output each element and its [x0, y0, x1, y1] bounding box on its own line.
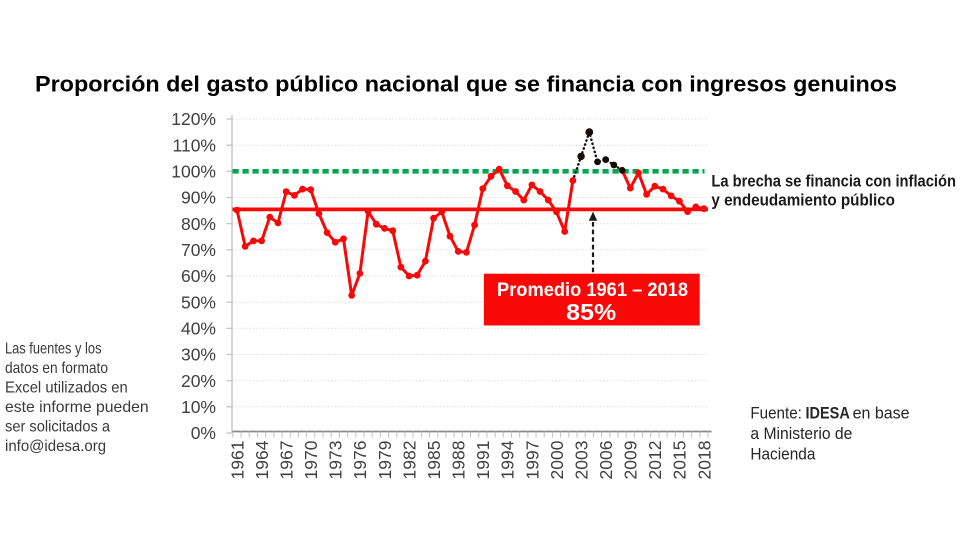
svg-text:120%: 120%: [171, 109, 216, 129]
svg-text:1994: 1994: [498, 440, 518, 479]
svg-text:1970: 1970: [301, 440, 321, 479]
svg-text:1979: 1979: [375, 441, 395, 480]
svg-text:2018: 2018: [694, 441, 714, 480]
svg-text:1964: 1964: [252, 440, 272, 479]
svg-text:Promedio 1961 – 2018: Promedio 1961 – 2018: [497, 280, 688, 301]
svg-text:2009: 2009: [621, 441, 641, 480]
svg-text:1997: 1997: [522, 441, 542, 480]
svg-text:info@idesa.org: info@idesa.org: [5, 438, 106, 455]
svg-text:50%: 50%: [181, 292, 216, 312]
svg-text:2006: 2006: [596, 441, 616, 480]
svg-text:1967: 1967: [276, 441, 296, 480]
svg-text:2015: 2015: [670, 441, 690, 480]
svg-text:1961: 1961: [227, 441, 247, 480]
svg-text:85%: 85%: [566, 299, 616, 325]
svg-text:80%: 80%: [181, 214, 216, 234]
svg-text:70%: 70%: [181, 240, 216, 260]
svg-text:2003: 2003: [571, 441, 591, 480]
svg-text:30%: 30%: [181, 345, 216, 365]
svg-text:Las fuentes y los: Las fuentes y los: [5, 341, 102, 358]
svg-text:en base: en base: [853, 404, 910, 423]
svg-text:2012: 2012: [645, 441, 665, 480]
svg-text:Excel utilizados en: Excel utilizados en: [5, 380, 128, 397]
svg-text:1988: 1988: [449, 441, 469, 480]
svg-text:1973: 1973: [326, 441, 346, 480]
svg-text:IDESA: IDESA: [806, 404, 850, 423]
svg-text:1982: 1982: [399, 441, 419, 480]
svg-text:90%: 90%: [181, 188, 216, 208]
svg-text:100%: 100%: [171, 162, 216, 182]
svg-text:60%: 60%: [181, 266, 216, 286]
svg-text:110%: 110%: [173, 135, 216, 155]
svg-text:ser solicitados a: ser solicitados a: [5, 419, 110, 436]
svg-text:2000: 2000: [547, 440, 567, 479]
svg-text:y endeudamiento público: y endeudamiento público: [711, 191, 895, 210]
svg-text:1991: 1991: [473, 441, 493, 480]
svg-text:La brecha se financia con infl: La brecha se financia con inflación: [711, 172, 956, 191]
svg-text:Proporción del gasto público n: Proporción del gasto público nacional qu…: [35, 72, 897, 97]
svg-text:este informe pueden: este informe pueden: [5, 399, 149, 416]
svg-text:1985: 1985: [424, 441, 444, 480]
svg-text:1976: 1976: [350, 441, 370, 480]
svg-text:datos en formato: datos en formato: [5, 360, 108, 377]
svg-text:20%: 20%: [181, 371, 216, 391]
svg-text:a Ministerio de: a Ministerio de: [750, 424, 852, 443]
svg-text:40%: 40%: [181, 319, 216, 339]
svg-text:10%: 10%: [181, 397, 216, 417]
svg-text:0%: 0%: [191, 423, 216, 443]
svg-text:Hacienda: Hacienda: [750, 445, 815, 464]
svg-text:Fuente:: Fuente:: [750, 404, 802, 423]
